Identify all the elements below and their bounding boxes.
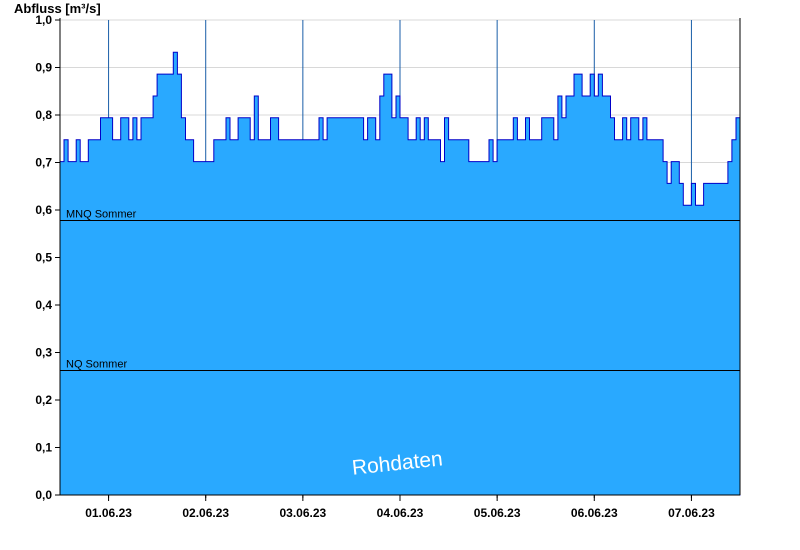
x-tick-labels: 01.06.23 02.06.23 03.06.23 04.06.23 05.06.23… (85, 506, 715, 520)
y-tick-label: 1,0 (35, 13, 52, 27)
y-tick-label: 0,7 (35, 156, 52, 170)
y-tick-labels: 0,0 0,1 0,2 0,3 0,4 0,5 0,6 0,7 0,8 0,9 1,0 (35, 13, 52, 502)
y-tick-label: 0,3 (35, 346, 52, 360)
x-tick-label: 01.06.23 (85, 506, 132, 520)
y-tick-label: 0,2 (35, 393, 52, 407)
reference-label: NQ Sommer (66, 359, 127, 371)
discharge-area (59, 51, 741, 496)
reference-label: MNQ Sommer (66, 208, 137, 220)
axes (55, 18, 741, 501)
x-tick-label: 04.06.23 (377, 506, 424, 520)
x-tick-label: 03.06.23 (279, 506, 326, 520)
x-tick-label: 02.06.23 (182, 506, 229, 520)
y-tick-label: 0,9 (35, 61, 52, 75)
y-tick-label: 0,4 (35, 298, 52, 312)
y-tick-label: 0,0 (35, 488, 52, 502)
area-layer (59, 51, 741, 496)
reference-lines: MNQ Sommer NQ Sommer (60, 208, 740, 372)
y-tick-label: 0,1 (35, 441, 52, 455)
x-tick-label: 07.06.23 (668, 506, 715, 520)
y-tick-label: 0,8 (35, 108, 52, 122)
y-tick-label: 0,6 (35, 203, 52, 217)
x-tick-label: 06.06.23 (571, 506, 618, 520)
y-tick-label: 0,5 (35, 251, 52, 265)
x-tick-label: 05.06.23 (474, 506, 521, 520)
y-axis-title: Abfluss [m³/s] (14, 1, 101, 16)
